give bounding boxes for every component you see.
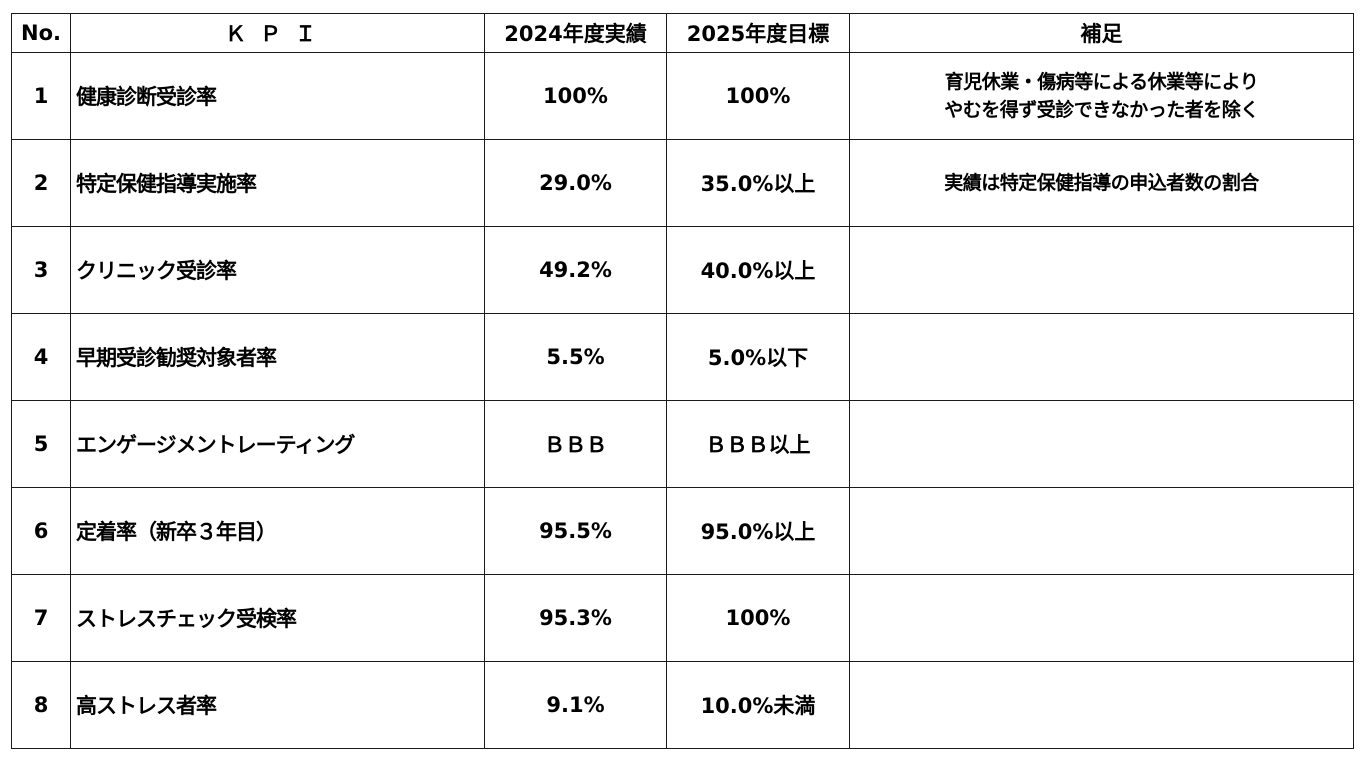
actual-value: 49.2% <box>484 226 667 314</box>
table-row: 8 高ストレス者率 9.1% 10.0%未満 <box>11 661 1354 749</box>
actual-value: 29.0% <box>484 139 667 227</box>
table-row: 2 特定保健指導実施率 29.0% 35.0%以上 実績は特定保健指導の申込者数… <box>11 139 1354 227</box>
kpi-name: 定着率（新卒３年目） <box>70 487 485 575</box>
header-no: No. <box>11 13 71 53</box>
actual-value: 5.5% <box>484 313 667 401</box>
header-target: 2025年度目標 <box>666 13 850 53</box>
target-value: 10.0%未満 <box>666 661 850 749</box>
kpi-name: 健康診断受診率 <box>70 52 485 140</box>
row-number: 1 <box>11 52 71 140</box>
row-number: 6 <box>11 487 71 575</box>
row-number: 3 <box>11 226 71 314</box>
target-value: 40.0%以上 <box>666 226 850 314</box>
target-value: 100% <box>666 52 850 140</box>
actual-value: 9.1% <box>484 661 667 749</box>
kpi-name: エンゲージメントレーティング <box>70 400 485 488</box>
kpi-name: 高ストレス者率 <box>70 661 485 749</box>
kpi-name: 早期受診勧奨対象者率 <box>70 313 485 401</box>
table-row: 4 早期受診勧奨対象者率 5.5% 5.0%以下 <box>11 313 1354 401</box>
target-value: 95.0%以上 <box>666 487 850 575</box>
note-cell <box>849 487 1354 575</box>
kpi-name: ストレスチェック受検率 <box>70 574 485 662</box>
note-line: 育児休業・傷病等による休業等により <box>944 71 1259 93</box>
actual-value: 95.5% <box>484 487 667 575</box>
note-cell: 育児休業・傷病等による休業等により やむを得ず受診できなかった者を除く <box>849 52 1354 140</box>
note-cell <box>849 226 1354 314</box>
table-row: 5 エンゲージメントレーティング ＢＢＢ ＢＢＢ以上 <box>11 400 1354 488</box>
header-actual: 2024年度実績 <box>484 13 667 53</box>
target-value: 100% <box>666 574 850 662</box>
note-line: やむを得ず受診できなかった者を除く <box>944 99 1259 121</box>
note-line: 実績は特定保健指導の申込者数の割合 <box>944 172 1259 194</box>
note-cell <box>849 661 1354 749</box>
table-row: 3 クリニック受診率 49.2% 40.0%以上 <box>11 226 1354 314</box>
row-number: 8 <box>11 661 71 749</box>
target-value: 35.0%以上 <box>666 139 850 227</box>
target-value: 5.0%以下 <box>666 313 850 401</box>
table-row: 1 健康診断受診率 100% 100% 育児休業・傷病等による休業等により やむ… <box>11 52 1354 140</box>
target-value: ＢＢＢ以上 <box>666 400 850 488</box>
header-note: 補足 <box>849 13 1354 53</box>
row-number: 7 <box>11 574 71 662</box>
row-number: 4 <box>11 313 71 401</box>
actual-value: 100% <box>484 52 667 140</box>
table-row: 6 定着率（新卒３年目） 95.5% 95.0%以上 <box>11 487 1354 575</box>
kpi-table: No. ＫＰＩ 2024年度実績 2025年度目標 補足 1 健康診断受診率 1… <box>11 13 1354 749</box>
row-number: 2 <box>11 139 71 227</box>
kpi-name: 特定保健指導実施率 <box>70 139 485 227</box>
note-cell <box>849 313 1354 401</box>
table-row: 7 ストレスチェック受検率 95.3% 100% <box>11 574 1354 662</box>
header-row: No. ＫＰＩ 2024年度実績 2025年度目標 補足 <box>11 13 1354 53</box>
actual-value: 95.3% <box>484 574 667 662</box>
row-number: 5 <box>11 400 71 488</box>
note-cell: 実績は特定保健指導の申込者数の割合 <box>849 139 1354 227</box>
note-cell <box>849 574 1354 662</box>
actual-value: ＢＢＢ <box>484 400 667 488</box>
note-cell <box>849 400 1354 488</box>
header-kpi: ＫＰＩ <box>70 13 485 53</box>
kpi-name: クリニック受診率 <box>70 226 485 314</box>
